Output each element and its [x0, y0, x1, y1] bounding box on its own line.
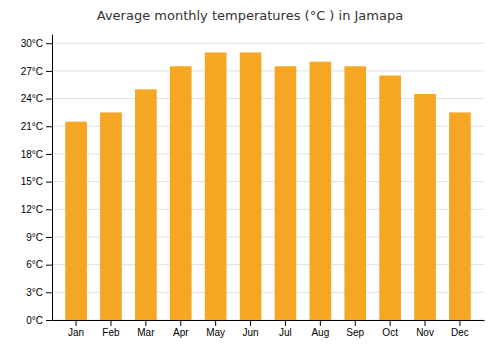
bar: [344, 66, 366, 320]
y-tick-label: 21°C: [21, 121, 43, 132]
x-tick-label: Dec: [451, 327, 469, 338]
bar: [414, 94, 436, 320]
x-tick-mark: [355, 320, 356, 326]
title: Average monthly temperatures (°C ) in Ja…: [97, 8, 403, 23]
x-tick-mark: [285, 320, 286, 326]
x-tick-label: Aug: [311, 327, 329, 338]
bar: [205, 52, 227, 320]
y-tick-mark: [46, 126, 52, 127]
y-tick-label: 27°C: [21, 66, 43, 77]
y-tick: 3°C: [26, 287, 52, 298]
y-tick-mark: [46, 292, 52, 293]
x-tick: Mar: [137, 320, 155, 338]
y-tick-mark: [46, 237, 52, 238]
x-tick-mark: [76, 320, 77, 326]
x-tick-label: Mar: [137, 327, 155, 338]
x-tick-label: Apr: [173, 327, 189, 338]
y-tick-mark: [46, 99, 52, 100]
y-tick-label: 6°C: [26, 259, 43, 270]
y-tick-label: 24°C: [21, 93, 43, 104]
x-tick-mark: [215, 320, 216, 326]
x-tick: Sep: [346, 320, 364, 338]
y-tick-mark: [46, 43, 52, 44]
y-tick-mark: [46, 265, 52, 266]
x-tick: Jan: [68, 320, 84, 338]
bar: [135, 89, 157, 320]
plot: 0°C 3°C 6°C 9°C 12°C 15°C 18°C 21°C 24°C 27°C 30°C…: [21, 35, 485, 339]
grid-line: [52, 43, 484, 44]
x-tick-label: Feb: [102, 327, 120, 338]
x-tick-mark: [459, 320, 460, 326]
bar: [100, 112, 122, 320]
grid: [52, 43, 484, 320]
y-tick: 30°C: [21, 38, 52, 49]
y-tick-mark: [46, 154, 52, 155]
x-tick: Jul: [279, 320, 292, 338]
y-tick-mark: [46, 209, 52, 210]
x-tick-mark: [425, 320, 426, 326]
x-tick-label: Jul: [279, 327, 292, 338]
y-tick: 9°C: [26, 232, 52, 243]
y-tick-mark: [46, 320, 52, 321]
x-tick-mark: [145, 320, 146, 326]
bar: [170, 66, 192, 320]
x-tick-mark: [390, 320, 391, 326]
y-tick-label: 12°C: [21, 204, 43, 215]
y-tick: 27°C: [21, 66, 52, 77]
x-tick-label: Jan: [68, 327, 84, 338]
x-axis-line: [53, 320, 485, 321]
x-tick: Aug: [311, 320, 329, 338]
x-tick-mark: [180, 320, 181, 326]
y-tick: 12°C: [21, 204, 52, 215]
y-tick-mark: [46, 182, 52, 183]
chart: Average monthly temperatures (°C ) in Ja…: [0, 0, 500, 350]
y-tick: 21°C: [21, 121, 52, 132]
bar: [449, 112, 471, 320]
y-tick-label: 15°C: [21, 176, 43, 187]
bar: [65, 122, 87, 320]
x-axis: Jan Feb Mar Apr May Jun Jul Aug Sep Oct Nov Dec: [53, 320, 485, 338]
bar: [310, 62, 332, 320]
x-tick-mark: [110, 320, 111, 326]
y-tick: 24°C: [21, 93, 52, 104]
x-tick: Nov: [416, 320, 434, 338]
y-axis-line: [52, 35, 53, 321]
y-tick-label: 30°C: [21, 38, 43, 49]
y-tick-label: 0°C: [26, 315, 43, 326]
y-axis: 0°C 3°C 6°C 9°C 12°C 15°C 18°C 21°C 24°C 27°C 30°C: [21, 35, 53, 326]
x-tick-label: Oct: [382, 327, 398, 338]
y-tick-label: 9°C: [26, 232, 43, 243]
y-tick: 18°C: [21, 149, 52, 160]
grid-line: [52, 70, 484, 71]
y-tick-label: 18°C: [21, 149, 43, 160]
x-tick: Dec: [451, 320, 469, 338]
bars: [65, 52, 470, 320]
x-tick: Apr: [173, 320, 189, 338]
y-tick: 6°C: [26, 259, 52, 270]
bar: [240, 52, 262, 320]
y-tick: 15°C: [21, 176, 52, 187]
x-tick: Oct: [382, 320, 398, 338]
x-tick: Feb: [102, 320, 120, 338]
x-tick-label: May: [206, 327, 225, 338]
bar: [379, 76, 401, 320]
x-tick-label: Nov: [416, 327, 434, 338]
y-tick-mark: [46, 71, 52, 72]
x-tick-mark: [250, 320, 251, 326]
x-tick-label: Sep: [346, 327, 364, 338]
x-tick-mark: [320, 320, 321, 326]
x-tick-label: Jun: [242, 327, 258, 338]
y-tick: 0°C: [26, 315, 52, 326]
bar: [275, 66, 297, 320]
x-tick: May: [206, 320, 225, 338]
x-tick: Jun: [242, 320, 258, 338]
y-tick-label: 3°C: [26, 287, 43, 298]
